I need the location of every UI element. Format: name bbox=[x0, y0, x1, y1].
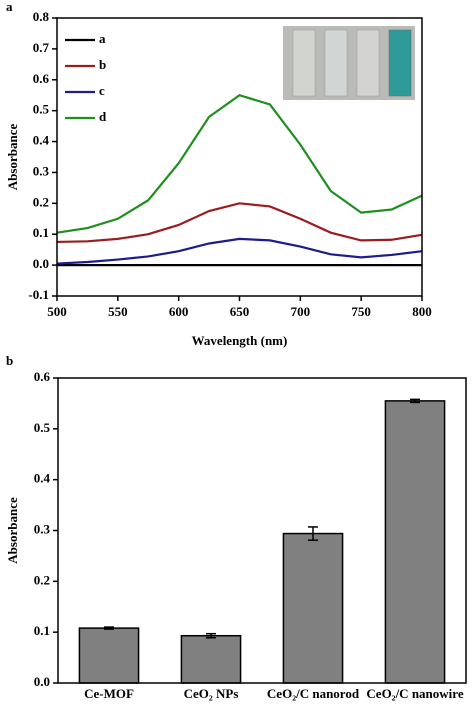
y-axis-label: Absorbance bbox=[5, 497, 20, 564]
panel-label: a bbox=[6, 0, 13, 14]
y-tick-label: 0.4 bbox=[33, 133, 50, 148]
legend-label: d bbox=[99, 109, 107, 124]
y-tick-label: 0.2 bbox=[33, 194, 49, 209]
x-tick-label: 500 bbox=[47, 304, 67, 319]
x-tick-label: CeO₂ NPs bbox=[184, 686, 239, 701]
x-tick-label: CeO₂/C nanowire bbox=[366, 686, 463, 701]
series-line bbox=[56, 94, 423, 234]
bar bbox=[384, 400, 446, 684]
y-axis-label: Absorbance bbox=[5, 124, 20, 191]
x-tick-label: CeO₂/C nanorod bbox=[267, 686, 360, 701]
y-tick-label: 0.6 bbox=[33, 71, 50, 86]
y-tick-label: 0.8 bbox=[33, 9, 50, 24]
y-tick-label: 0.6 bbox=[34, 369, 51, 384]
x-tick-label: 550 bbox=[108, 304, 128, 319]
bar bbox=[78, 627, 140, 684]
y-tick-label: 0.2 bbox=[34, 572, 50, 587]
y-tick-label: 0.0 bbox=[34, 674, 50, 689]
y-tick-label: 0.7 bbox=[33, 40, 50, 55]
panel-label: b bbox=[6, 353, 13, 368]
legend-label: a bbox=[99, 31, 106, 46]
y-tick-label: 0.1 bbox=[34, 623, 50, 638]
x-axis-label: Wavelength (nm) bbox=[192, 333, 288, 348]
series-line bbox=[56, 202, 423, 244]
inset-photo bbox=[283, 26, 415, 100]
plot-frame bbox=[57, 377, 467, 684]
x-tick-label: Ce-MOF bbox=[84, 686, 134, 701]
y-tick-label: 0.3 bbox=[34, 521, 51, 536]
x-tick-label: 600 bbox=[169, 304, 189, 319]
y-tick-label: -0.1 bbox=[28, 287, 49, 302]
x-tick-label: 750 bbox=[351, 304, 371, 319]
x-tick-label: 800 bbox=[412, 304, 432, 319]
legend-label: c bbox=[99, 83, 105, 98]
y-tick-label: 0.3 bbox=[33, 163, 50, 178]
y-tick-label: 0.5 bbox=[33, 102, 50, 117]
y-tick-label: 0.5 bbox=[34, 420, 51, 435]
y-tick-label: 0.4 bbox=[34, 471, 51, 486]
bar bbox=[282, 532, 344, 684]
plot-frame bbox=[56, 17, 423, 297]
legend-label: b bbox=[99, 57, 106, 72]
y-tick-label: 0.1 bbox=[33, 225, 49, 240]
series-line bbox=[56, 237, 423, 265]
x-tick-label: 700 bbox=[291, 304, 311, 319]
y-tick-label: 0.0 bbox=[33, 256, 49, 271]
x-tick-label: 650 bbox=[230, 304, 250, 319]
bar bbox=[180, 634, 242, 684]
